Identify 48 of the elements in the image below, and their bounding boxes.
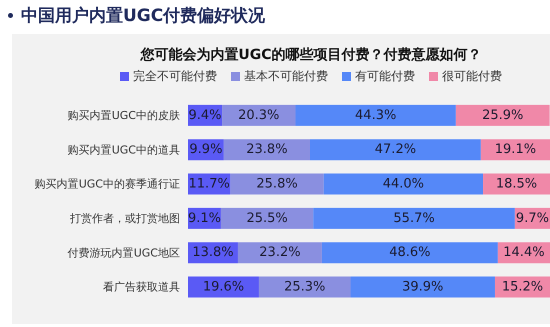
data-label: 19.6%: [202, 280, 244, 295]
data-label: 19.1%: [494, 142, 536, 158]
y-tick-label: 购买内置UGC中的皮肤: [68, 109, 180, 122]
data-label: 25.9%: [482, 108, 524, 123]
chart-subtitle: 您可能会为内置UGC的哪些项目付费？付费意愿如何？: [139, 46, 483, 64]
data-label: 11.7%: [188, 176, 230, 192]
bar: [258, 276, 351, 298]
y-tick-label: 打赏作者，或打赏地图: [69, 212, 180, 226]
bar: [230, 174, 324, 195]
data-label: 25.5%: [246, 210, 288, 226]
legend-label: 基本不可能付费: [243, 68, 328, 85]
data-label: 23.2%: [259, 245, 301, 260]
data-label: 44.0%: [382, 176, 424, 192]
data-label: 9.1%: [188, 210, 221, 226]
data-label: 9.4%: [188, 108, 222, 123]
data-label: 18.5%: [496, 176, 538, 192]
bar: [220, 208, 314, 229]
data-label: 9.7%: [516, 210, 549, 226]
bar: [350, 276, 495, 298]
data-label: 20.3%: [238, 108, 280, 123]
bar: [324, 174, 484, 195]
data-label: 25.8%: [256, 176, 298, 192]
chart-title: 中国用户内置UGC付费偏好状况: [21, 5, 266, 27]
legend-label: 很可能付费: [441, 68, 502, 85]
bar: [313, 208, 515, 229]
data-label: 44.3%: [355, 108, 396, 123]
legend-label: 有可能付费: [354, 68, 415, 85]
y-tick-label: 购买内置UGC中的道具: [68, 143, 180, 156]
data-label: 9.9%: [189, 142, 222, 158]
data-label: 13.8%: [192, 245, 234, 260]
legend-label: 完全不可能付费: [132, 68, 217, 85]
bar: [296, 104, 456, 126]
data-label: 14.4%: [503, 245, 545, 260]
data-label: 23.8%: [246, 142, 288, 158]
data-label: 15.2%: [502, 280, 544, 295]
data-label: 55.7%: [393, 210, 435, 226]
bar: [456, 104, 550, 126]
data-label: 25.3%: [284, 280, 326, 295]
y-tick-label: 购买内置UGC中的赛季通行证: [34, 178, 180, 191]
data-label: 48.6%: [389, 245, 431, 260]
data-label: 39.9%: [402, 280, 444, 295]
bar: [238, 242, 322, 264]
data-label: 47.2%: [374, 142, 416, 158]
bar: [322, 242, 498, 264]
bar: [224, 139, 310, 160]
y-tick-label: 付费游玩内置UGC地区: [68, 246, 180, 260]
bar: [310, 139, 481, 160]
y-tick-label: 看广告获取道具: [103, 280, 180, 294]
